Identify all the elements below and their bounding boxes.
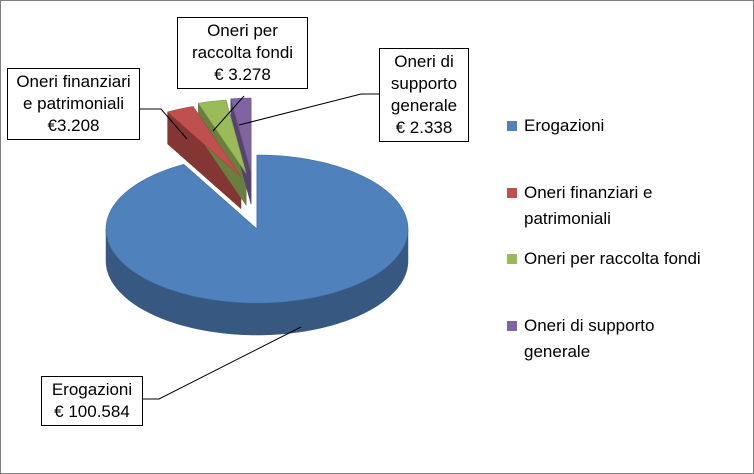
legend-label: Erogazioni [524,116,605,135]
data-label-box: Oneri finanziari e patrimoniali €3.208 [7,68,140,140]
pie-slice [105,154,409,304]
legend-item: Oneri finanziari e patrimoniali [507,180,722,232]
pie-slice [166,106,242,177]
data-label-box: Erogazioni € 100.584 [41,376,143,426]
legend-swatch [507,121,517,131]
data-label-box: Oneri per raccolta fondi € 3.278 [177,17,308,89]
legend-swatch [507,321,517,331]
legend-label: Oneri di supporto generale [524,316,655,361]
leader-line [142,326,302,400]
legend-item: Oneri di supporto generale [507,313,722,365]
data-label: € 100.584 [54,402,130,421]
legend-label: Oneri per raccolta fondi [524,249,701,268]
legend-item: Erogazioni [507,113,722,139]
pie-slice [197,99,247,174]
leader-line [139,108,188,140]
legend-swatch [507,188,517,198]
data-label: € 2.338 [395,118,453,137]
leader-line [212,95,245,132]
data-label-category: Erogazioni [51,380,133,399]
data-label: €3.208 [47,116,100,135]
legend-item: Oneri per raccolta fondi [507,246,722,272]
leader-line [238,93,379,126]
legend-swatch [507,254,517,264]
data-label-category: Oneri finanziari e patrimoniali [16,72,131,113]
pie-slice [230,97,252,173]
data-label-box: Oneri di supporto generale € 2.338 [379,48,469,142]
data-label-category: Oneri per raccolta fondi [191,21,294,62]
legend-label: Oneri finanziari e patrimoniali [524,183,653,228]
data-label-category: Oneri di supporto generale [390,52,458,115]
data-label: € 3.278 [214,65,271,84]
